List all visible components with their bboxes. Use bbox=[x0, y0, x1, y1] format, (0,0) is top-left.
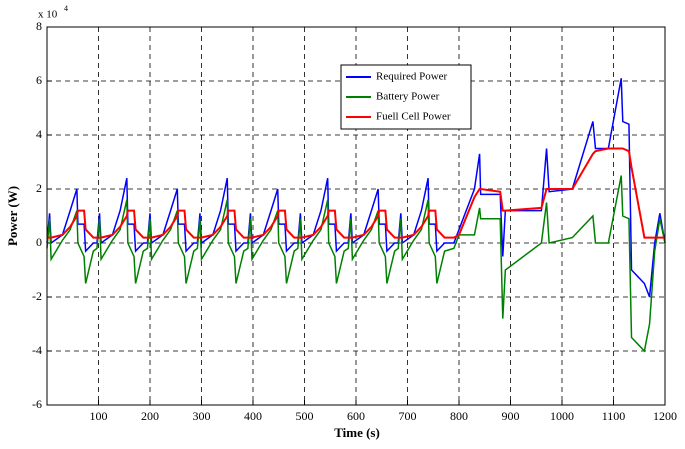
y-tick-label: 0 bbox=[36, 235, 42, 249]
legend-label: Fuell Cell Power bbox=[376, 111, 451, 123]
x-tick-label: 800 bbox=[450, 409, 468, 423]
y-tick-label: -2 bbox=[32, 289, 42, 303]
x-tick-label: 700 bbox=[399, 409, 417, 423]
y-tick-label: 2 bbox=[36, 181, 42, 195]
y-scale-exponent: 4 bbox=[64, 4, 68, 13]
y-tick-label: -6 bbox=[32, 397, 42, 411]
x-tick-label: 100 bbox=[90, 409, 108, 423]
x-axis-label: Time (s) bbox=[334, 425, 380, 440]
x-tick-label: 1100 bbox=[602, 409, 626, 423]
x-tick-label: 300 bbox=[193, 409, 211, 423]
y-scale-base: x 10 bbox=[38, 9, 58, 21]
x-tick-label: 900 bbox=[502, 409, 520, 423]
x-tick-label: 400 bbox=[244, 409, 262, 423]
legend-label: Battery Power bbox=[376, 91, 440, 103]
y-tick-label: 8 bbox=[36, 19, 42, 33]
plot-frame bbox=[46, 26, 666, 406]
legend-label: Required Power bbox=[376, 71, 448, 83]
legend: Required Power Battery Power Fuell Cell Po… bbox=[340, 64, 472, 130]
x-tick-label: 600 bbox=[347, 409, 365, 423]
x-tick-label: 1200 bbox=[653, 409, 677, 423]
x-tick-label: 500 bbox=[296, 409, 314, 423]
series-line bbox=[46, 175, 666, 353]
x-tick-label: 1000 bbox=[550, 409, 574, 423]
y-axis-label: Power (W) bbox=[5, 186, 20, 246]
y-tick-label: 4 bbox=[36, 127, 42, 141]
y-tick-label: -4 bbox=[32, 343, 42, 357]
x-tick-label: 200 bbox=[141, 409, 159, 423]
series-line bbox=[47, 147, 665, 239]
y-tick-label: 6 bbox=[36, 73, 42, 87]
